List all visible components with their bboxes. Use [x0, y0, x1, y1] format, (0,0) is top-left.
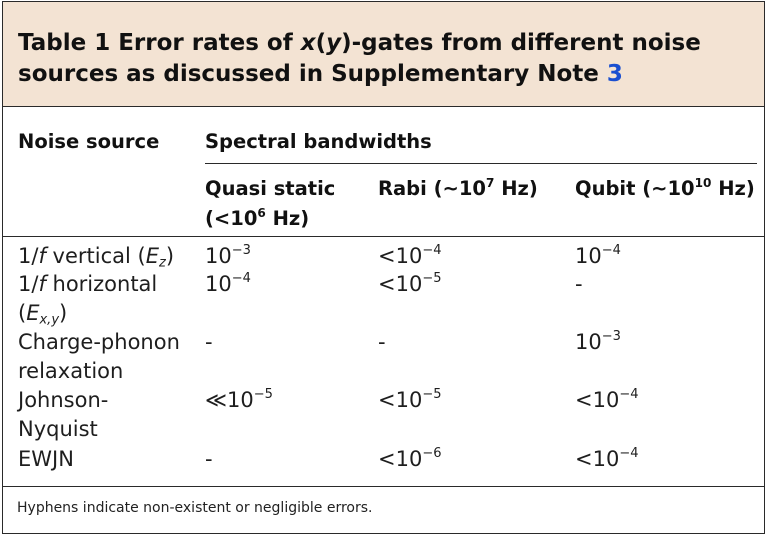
row4-noise-source-line2: Nyquist [18, 417, 98, 441]
table-footnote: Hyphens indicate non-existent or negligi… [17, 500, 373, 516]
row3-qubit: 10−3 [575, 329, 621, 354]
row4-qubit: <10−4 [575, 387, 639, 412]
header-quasi-static-line1: Quasi static [205, 177, 336, 200]
row2-quasi: 10−4 [205, 271, 251, 296]
row1-quasi: 10−3 [205, 243, 251, 268]
header-spectral-bandwidths: Spectral bandwidths [205, 130, 432, 153]
row5-quasi: - [205, 447, 213, 471]
caption-title: Table 1 Error rates of x(y)-gates from d… [18, 30, 701, 87]
row5-rabi: <10−6 [378, 446, 442, 471]
row2-qubit: - [575, 272, 583, 296]
row3-noise-source-line1: Charge-phonon [18, 330, 180, 354]
table-number: Table 1 [18, 30, 111, 56]
table-caption: Table 1 Error rates of x(y)-gates from d… [3, 2, 764, 107]
row3-quasi: - [205, 330, 213, 354]
row2-noise-source-line1: 1/f horizontal [18, 272, 158, 296]
supplementary-note-link[interactable]: 3 [606, 61, 623, 87]
header-rabi: Rabi (~107 Hz) [378, 175, 538, 200]
row3-noise-source-line2: relaxation [18, 359, 124, 383]
header-noise-source: Noise source [18, 130, 160, 153]
row5-noise-source: EWJN [18, 447, 74, 471]
row4-quasi: ≪10−5 [205, 387, 273, 412]
row1-rabi: <10−4 [378, 243, 442, 268]
row4-noise-source-line1: Johnson- [18, 388, 109, 412]
row3-rabi: - [378, 330, 386, 354]
row1-noise-source: 1/f vertical (Ez) [18, 244, 175, 271]
row2-noise-source-line2: (Ex,y) [18, 301, 68, 328]
header-bottom-rule [3, 236, 764, 237]
header-qubit: Qubit (~1010 Hz) [575, 175, 755, 200]
row2-rabi: <10−5 [378, 271, 442, 296]
spectral-underline [205, 163, 757, 164]
table-bottom-rule [3, 486, 764, 487]
row1-qubit: 10−4 [575, 243, 621, 268]
header-quasi-static-line2: (<106 Hz) [205, 205, 310, 230]
row4-rabi: <10−5 [378, 387, 442, 412]
row5-qubit: <10−4 [575, 446, 639, 471]
